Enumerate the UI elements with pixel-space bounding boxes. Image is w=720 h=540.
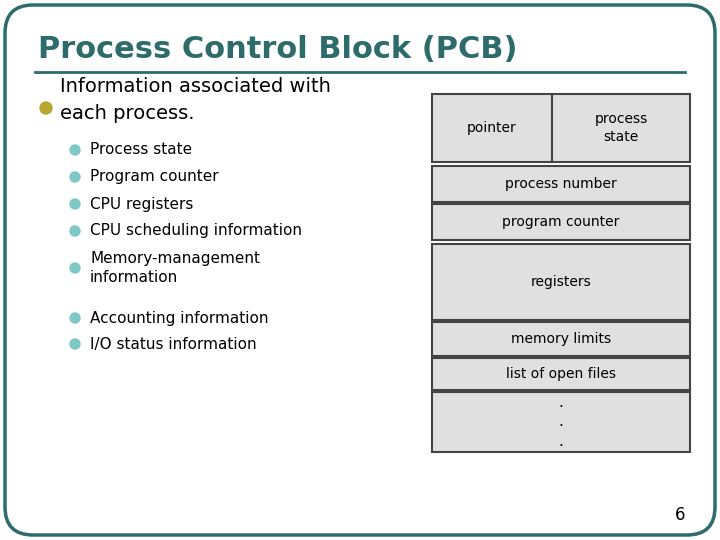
Circle shape	[70, 199, 80, 209]
Circle shape	[70, 226, 80, 236]
Text: process
state: process state	[595, 112, 647, 144]
Bar	[432, 322, 690, 356]
Text: CPU registers: CPU registers	[90, 197, 194, 212]
Text: Information associated with
each process.: Information associated with each process…	[60, 77, 331, 123]
Text: Accounting information: Accounting information	[90, 310, 269, 326]
Circle shape	[70, 313, 80, 323]
Text: list of open files: list of open files	[506, 367, 616, 381]
FancyBboxPatch shape	[5, 5, 715, 535]
Bar	[432, 244, 690, 320]
Text: Process Control Block (PCB): Process Control Block (PCB)	[38, 36, 518, 64]
Circle shape	[70, 339, 80, 349]
Circle shape	[40, 102, 52, 114]
Text: process number: process number	[505, 177, 617, 191]
Text: memory limits: memory limits	[511, 332, 611, 346]
Bar	[432, 166, 690, 202]
Text: Process state: Process state	[90, 143, 192, 158]
Text: CPU scheduling information: CPU scheduling information	[90, 224, 302, 239]
Text: 6: 6	[675, 506, 685, 524]
Bar	[432, 392, 690, 452]
Text: program counter: program counter	[503, 215, 620, 229]
Bar	[432, 204, 690, 240]
Circle shape	[70, 145, 80, 155]
Bar	[432, 358, 690, 390]
Circle shape	[70, 263, 80, 273]
Text: Program counter: Program counter	[90, 170, 219, 185]
Text: .
.
.: . . .	[559, 395, 564, 449]
Bar	[552, 94, 690, 162]
Text: registers: registers	[531, 275, 591, 289]
Text: pointer: pointer	[467, 121, 517, 135]
Text: Memory-management
information: Memory-management information	[90, 251, 260, 285]
Bar	[432, 94, 552, 162]
Circle shape	[70, 172, 80, 182]
Text: I/O status information: I/O status information	[90, 336, 256, 352]
